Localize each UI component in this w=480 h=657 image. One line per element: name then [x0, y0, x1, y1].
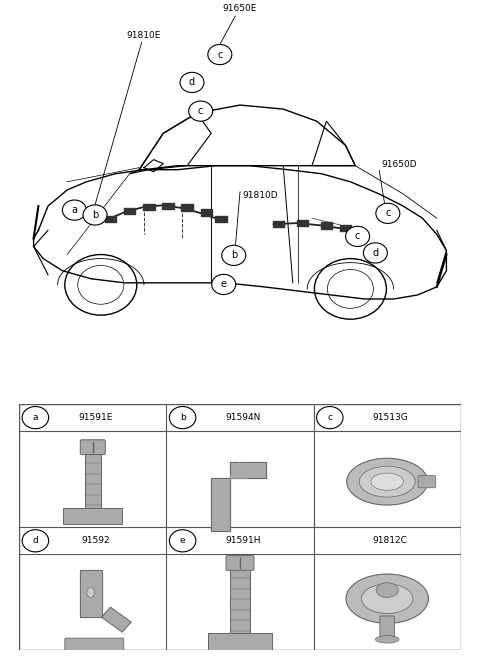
Text: a: a [72, 205, 77, 215]
Text: c: c [385, 208, 391, 218]
Bar [105, 215, 116, 222]
Ellipse shape [375, 636, 399, 643]
Text: b: b [230, 250, 237, 260]
Circle shape [169, 407, 196, 429]
Text: c: c [217, 49, 223, 60]
FancyBboxPatch shape [80, 440, 105, 455]
Circle shape [180, 72, 204, 93]
Polygon shape [230, 462, 266, 478]
Circle shape [346, 226, 370, 246]
Bar [297, 220, 308, 226]
FancyBboxPatch shape [84, 453, 101, 507]
Circle shape [376, 203, 400, 223]
FancyBboxPatch shape [65, 638, 124, 653]
Circle shape [83, 205, 107, 225]
Circle shape [208, 45, 232, 64]
Bar [273, 221, 284, 227]
Bar [162, 203, 174, 210]
Text: d: d [189, 78, 195, 87]
Text: b: b [92, 210, 98, 220]
Text: c: c [355, 231, 360, 241]
Bar [340, 225, 351, 231]
Bar [124, 208, 135, 214]
Text: b: b [180, 413, 185, 422]
Bar [143, 204, 155, 210]
Text: d: d [372, 248, 378, 258]
Text: 91591H: 91591H [225, 536, 261, 545]
Text: d: d [33, 536, 38, 545]
Circle shape [316, 407, 343, 429]
Ellipse shape [87, 587, 94, 597]
FancyBboxPatch shape [19, 404, 461, 650]
Text: 91650D: 91650D [382, 160, 417, 169]
Ellipse shape [346, 574, 429, 623]
Polygon shape [102, 607, 131, 632]
Text: e: e [180, 536, 185, 545]
FancyBboxPatch shape [63, 507, 122, 524]
Circle shape [222, 245, 246, 265]
Text: c: c [198, 106, 204, 116]
Ellipse shape [361, 584, 413, 614]
FancyBboxPatch shape [208, 633, 272, 650]
Bar [181, 204, 193, 211]
Circle shape [189, 101, 213, 121]
Bar [201, 210, 212, 215]
Circle shape [22, 407, 48, 429]
FancyBboxPatch shape [418, 476, 436, 487]
Polygon shape [211, 478, 230, 531]
FancyBboxPatch shape [380, 616, 395, 641]
Ellipse shape [359, 466, 415, 497]
Text: 91812C: 91812C [372, 536, 408, 545]
Circle shape [212, 275, 236, 294]
Text: 91650E: 91650E [223, 4, 257, 13]
Ellipse shape [347, 459, 428, 505]
Text: 91592: 91592 [82, 536, 110, 545]
Text: 91810D: 91810D [242, 191, 278, 200]
Circle shape [62, 200, 86, 220]
Text: a: a [33, 413, 38, 422]
Text: 91594N: 91594N [225, 413, 261, 422]
FancyBboxPatch shape [230, 569, 250, 633]
FancyBboxPatch shape [226, 556, 254, 570]
Text: 91591E: 91591E [79, 413, 113, 422]
Text: 91810E: 91810E [127, 32, 161, 41]
Bar [215, 215, 227, 222]
Circle shape [169, 530, 196, 552]
Polygon shape [80, 570, 102, 617]
Text: 91513G: 91513G [372, 413, 408, 422]
Ellipse shape [376, 583, 398, 597]
Circle shape [363, 243, 387, 263]
Text: e: e [221, 279, 227, 290]
Circle shape [22, 530, 48, 552]
Text: c: c [327, 413, 332, 422]
Ellipse shape [371, 473, 403, 490]
Polygon shape [230, 463, 247, 478]
Bar [321, 222, 332, 229]
